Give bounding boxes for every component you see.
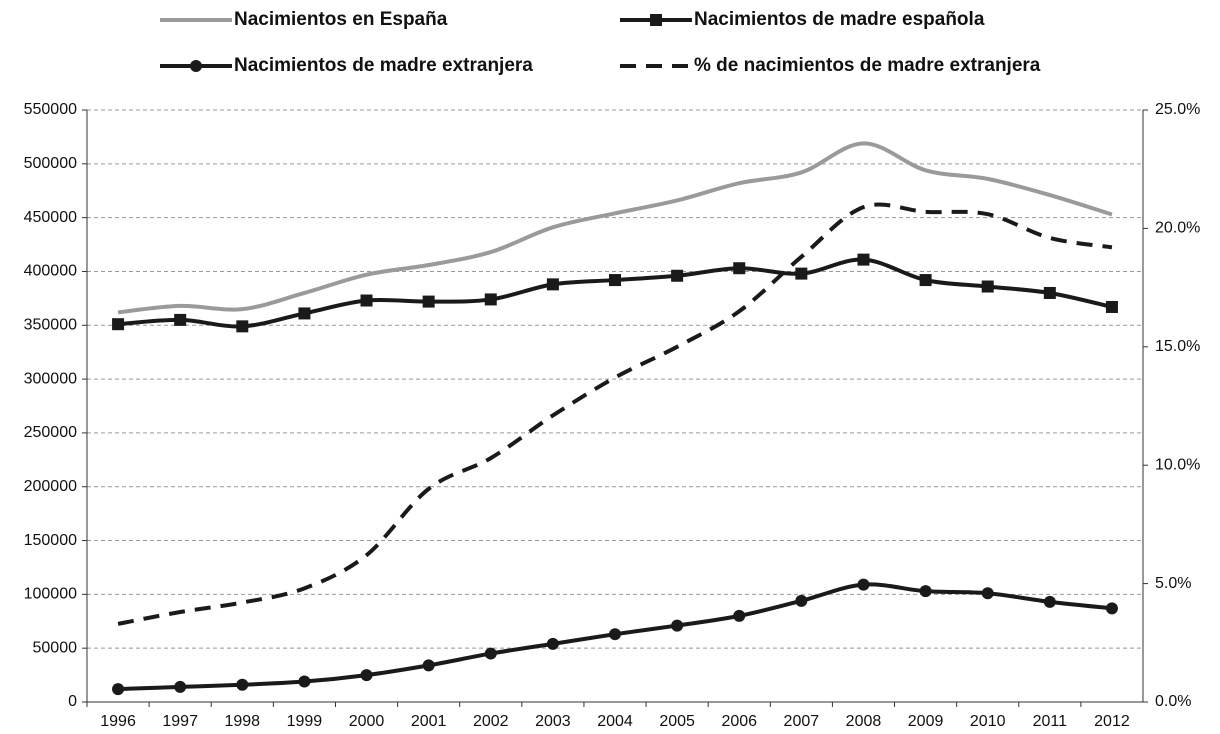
marker bbox=[484, 647, 497, 660]
y2-tick-label: 15.0% bbox=[1155, 338, 1200, 355]
marker bbox=[174, 680, 187, 693]
x-tick-label: 2003 bbox=[535, 713, 571, 730]
y-tick-label: 50000 bbox=[33, 639, 78, 656]
x-tick-label: 1996 bbox=[100, 713, 136, 730]
marker bbox=[360, 669, 373, 682]
legend-label: Nacimientos de madre extranjera bbox=[234, 55, 533, 76]
x-tick-label: 1997 bbox=[162, 713, 198, 730]
x-tick-label: 2010 bbox=[970, 713, 1006, 730]
series-line bbox=[117, 141, 1113, 315]
x-tick-label: 2008 bbox=[846, 713, 882, 730]
y-tick-label: 350000 bbox=[24, 316, 77, 333]
series-line bbox=[117, 202, 1113, 626]
y-tick-label: 550000 bbox=[24, 101, 77, 118]
marker bbox=[919, 274, 932, 287]
marker bbox=[236, 678, 249, 691]
marker bbox=[795, 267, 808, 280]
x-tick-label: 2007 bbox=[784, 713, 820, 730]
marker bbox=[609, 274, 621, 287]
marker bbox=[671, 619, 684, 632]
y2-tick-label: 25.0% bbox=[1155, 101, 1200, 118]
series-line bbox=[117, 257, 1113, 329]
marker bbox=[857, 578, 870, 591]
marker bbox=[1043, 595, 1056, 608]
marker bbox=[360, 294, 373, 307]
y-tick-label: 100000 bbox=[24, 586, 77, 603]
y-tick-label: 450000 bbox=[24, 209, 77, 226]
marker bbox=[671, 269, 684, 282]
y2-tick-label: 20.0% bbox=[1155, 220, 1200, 237]
x-tick-label: 2002 bbox=[473, 713, 509, 730]
x-tick-label: 2009 bbox=[908, 713, 944, 730]
marker bbox=[112, 683, 125, 696]
legend-label: Nacimientos en España bbox=[234, 9, 448, 30]
marker bbox=[609, 628, 621, 641]
marker bbox=[236, 320, 249, 333]
marker bbox=[1105, 602, 1118, 615]
marker bbox=[981, 587, 994, 600]
legend-label: % de nacimientos de madre extranjera bbox=[694, 55, 1041, 76]
marker bbox=[422, 295, 435, 308]
y-tick-label: 0 bbox=[68, 693, 77, 710]
y-tick-label: 400000 bbox=[24, 263, 77, 280]
legend-marker bbox=[190, 60, 202, 72]
x-tick-label: 2000 bbox=[349, 713, 385, 730]
y2-tick-label: 0.0% bbox=[1155, 693, 1191, 710]
x-tick-label: 1998 bbox=[224, 713, 260, 730]
y-tick-label: 200000 bbox=[24, 478, 77, 495]
marker bbox=[174, 313, 187, 326]
y-tick-label: 500000 bbox=[24, 155, 77, 172]
x-tick-label: 2005 bbox=[659, 713, 695, 730]
x-tick-label: 2011 bbox=[1033, 713, 1068, 730]
y2-tick-label: 10.0% bbox=[1155, 456, 1200, 473]
y2-tick-label: 5.0% bbox=[1155, 575, 1191, 592]
x-tick-label: 2001 bbox=[411, 713, 447, 730]
marker bbox=[857, 253, 870, 266]
marker bbox=[1043, 286, 1056, 299]
legend-label: Nacimientos de madre española bbox=[694, 9, 985, 30]
marker bbox=[733, 262, 746, 275]
marker bbox=[298, 675, 311, 688]
marker bbox=[546, 637, 559, 650]
marker bbox=[1105, 300, 1118, 313]
marker bbox=[546, 278, 559, 291]
legend-marker bbox=[650, 14, 662, 26]
marker bbox=[919, 585, 932, 598]
y-tick-label: 300000 bbox=[24, 370, 77, 387]
x-tick-label: 2004 bbox=[597, 713, 633, 730]
x-tick-label: 2012 bbox=[1094, 713, 1130, 730]
marker bbox=[795, 594, 808, 607]
y-tick-label: 250000 bbox=[24, 424, 77, 441]
marker bbox=[422, 659, 435, 672]
x-tick-label: 2006 bbox=[721, 713, 757, 730]
marker bbox=[981, 280, 994, 293]
marker bbox=[484, 293, 497, 306]
marker bbox=[733, 609, 746, 622]
x-tick-label: 1999 bbox=[287, 713, 323, 730]
y-tick-label: 150000 bbox=[24, 532, 77, 549]
marker bbox=[112, 318, 125, 331]
marker bbox=[298, 307, 311, 320]
